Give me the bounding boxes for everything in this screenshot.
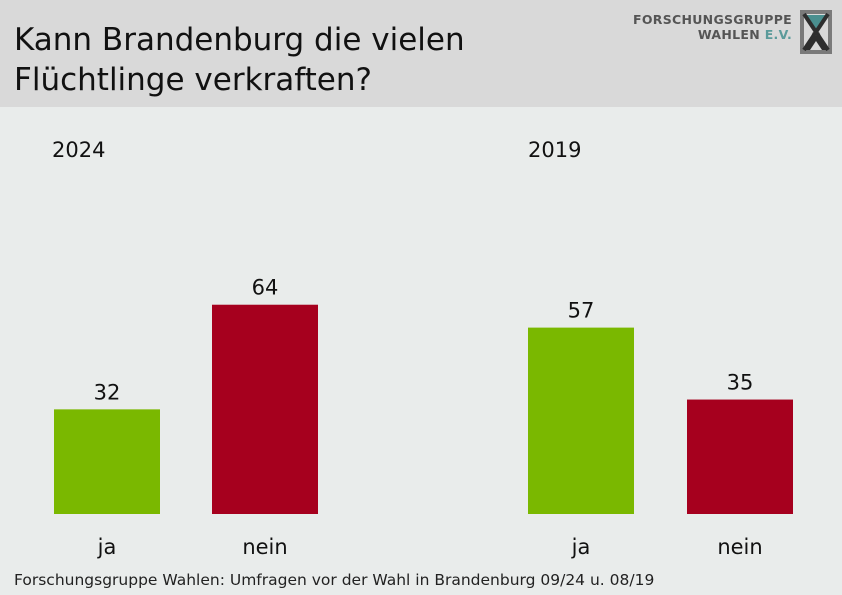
title-line-1: Kann Brandenburg die vielen bbox=[14, 22, 465, 58]
bar-2024-nein bbox=[212, 304, 318, 514]
chart-2019-title: 2019 bbox=[528, 138, 581, 162]
bar-2019-ja bbox=[528, 327, 634, 514]
value-label-2019-ja: 57 bbox=[568, 299, 595, 323]
logo-x-icon bbox=[800, 10, 832, 54]
logo-line-1: FORSCHUNGSGRUPPE bbox=[633, 12, 792, 27]
value-label-2024-ja: 32 bbox=[94, 380, 121, 404]
logo: FORSCHUNGSGRUPPE WAHLEN E.V. bbox=[633, 8, 834, 56]
logo-line-2a: WAHLEN bbox=[697, 27, 765, 42]
title-line-2: Flüchtlinge verkraften? bbox=[14, 62, 372, 98]
value-label-2019-nein: 35 bbox=[727, 371, 754, 395]
bar-2024-ja bbox=[54, 409, 160, 514]
source-note: Forschungsgruppe Wahlen: Umfragen vor de… bbox=[14, 571, 655, 589]
category-label-2019-nein: nein bbox=[717, 535, 762, 559]
logo-line-2: WAHLEN E.V. bbox=[633, 27, 792, 42]
chart-title: Kann Brandenburg die vielen Flüchtlinge … bbox=[14, 20, 465, 100]
header-band: Kann Brandenburg die vielen Flüchtlinge … bbox=[0, 0, 842, 107]
value-label-2024-nein: 64 bbox=[252, 276, 279, 300]
chart-2024-title: 2024 bbox=[52, 138, 105, 162]
category-label-2019-ja: ja bbox=[571, 535, 591, 559]
bar-charts: 2024 32 ja 64 nein 2019 57 ja 35 nein bbox=[52, 138, 793, 559]
logo-line-2b: E.V. bbox=[764, 27, 792, 42]
category-label-2024-ja: ja bbox=[97, 535, 117, 559]
category-label-2024-nein: nein bbox=[242, 535, 287, 559]
logo-wordmark: FORSCHUNGSGRUPPE WAHLEN E.V. bbox=[633, 12, 792, 42]
bar-2019-nein bbox=[687, 399, 793, 514]
